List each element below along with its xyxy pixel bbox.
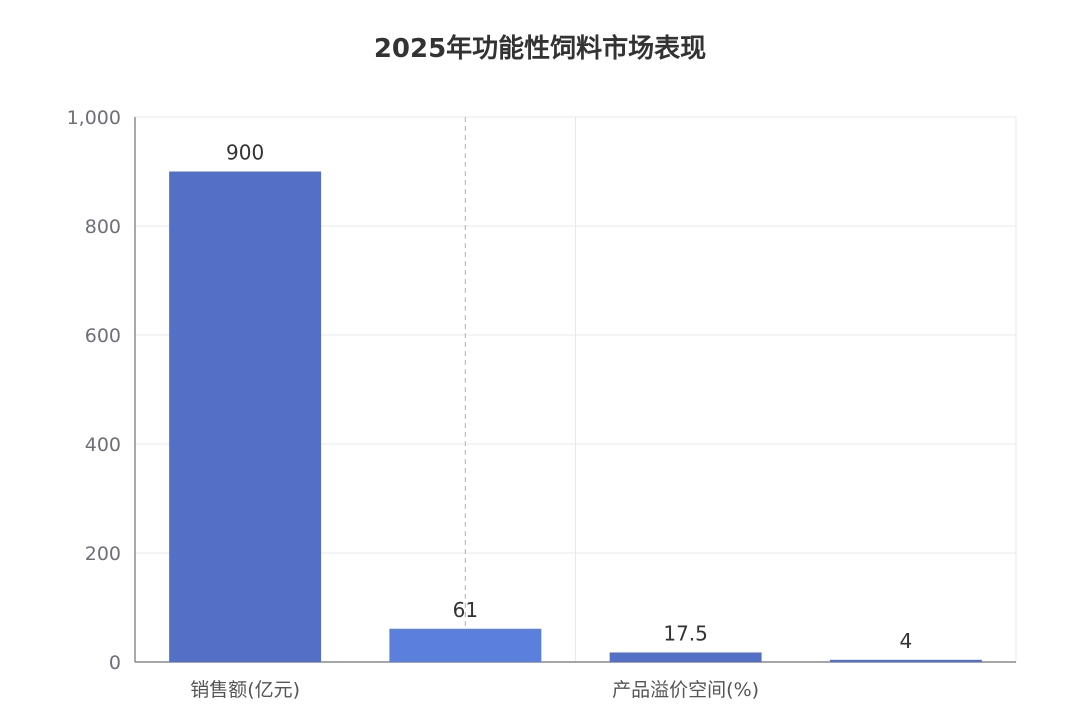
data-label: 4 bbox=[900, 629, 913, 653]
data-label: 17.5 bbox=[663, 621, 708, 645]
data-label: 61 bbox=[453, 598, 478, 622]
bar bbox=[829, 659, 982, 662]
bar bbox=[169, 171, 322, 662]
bar bbox=[389, 628, 542, 662]
y-tick-label: 200 bbox=[85, 543, 121, 565]
labels: 0 200 400 600 800 1,000 900 61 17.5 4 销售额(亿元) 产品溢价空… bbox=[67, 107, 913, 701]
x-category-label: 产品溢价空间(%) bbox=[612, 679, 759, 701]
bar bbox=[609, 652, 762, 662]
y-tick-label: 800 bbox=[85, 216, 121, 238]
bars bbox=[169, 171, 982, 662]
y-tick-label: 1,000 bbox=[67, 107, 121, 129]
y-tick-label: 0 bbox=[109, 652, 121, 674]
y-tick-label: 600 bbox=[85, 325, 121, 347]
y-tick-label: 400 bbox=[85, 434, 121, 456]
data-label: 900 bbox=[226, 141, 264, 165]
chart-title: 2025年功能性饲料市场表现 bbox=[374, 33, 706, 64]
x-category-label: 销售额(亿元) bbox=[190, 679, 300, 701]
